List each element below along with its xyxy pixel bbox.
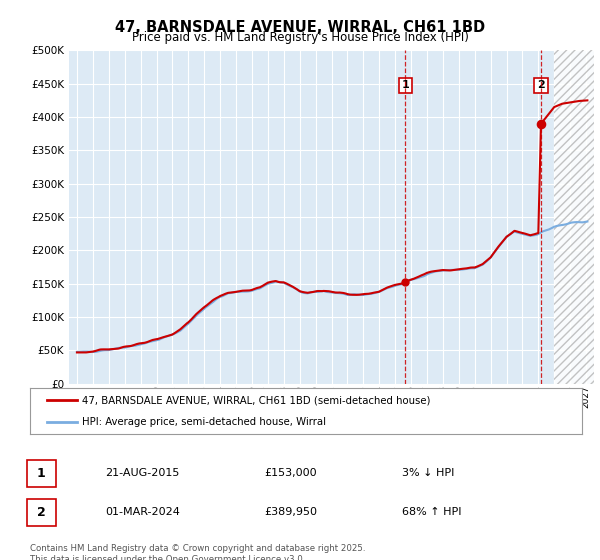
Text: 1: 1 [37, 466, 46, 480]
Text: 47, BARNSDALE AVENUE, WIRRAL, CH61 1BD (semi-detached house): 47, BARNSDALE AVENUE, WIRRAL, CH61 1BD (… [82, 395, 431, 405]
Text: £153,000: £153,000 [264, 468, 317, 478]
Bar [554, 50, 600, 384]
Text: 1: 1 [401, 81, 409, 90]
Text: HPI: Average price, semi-detached house, Wirral: HPI: Average price, semi-detached house,… [82, 417, 326, 427]
Point [536, 119, 546, 128]
Text: 01-MAR-2024: 01-MAR-2024 [105, 507, 180, 517]
Point [401, 277, 410, 286]
Text: Contains HM Land Registry data © Crown copyright and database right 2025.
This d: Contains HM Land Registry data © Crown c… [30, 544, 365, 560]
Text: Price paid vs. HM Land Registry's House Price Index (HPI): Price paid vs. HM Land Registry's House … [131, 31, 469, 44]
Bar [554, 50, 600, 384]
Text: 21-AUG-2015: 21-AUG-2015 [105, 468, 179, 478]
Text: 3% ↓ HPI: 3% ↓ HPI [402, 468, 454, 478]
Text: 2: 2 [37, 506, 46, 519]
Text: 2: 2 [537, 81, 545, 90]
Text: 68% ↑ HPI: 68% ↑ HPI [402, 507, 461, 517]
Text: 47, BARNSDALE AVENUE, WIRRAL, CH61 1BD: 47, BARNSDALE AVENUE, WIRRAL, CH61 1BD [115, 20, 485, 35]
Text: £389,950: £389,950 [264, 507, 317, 517]
